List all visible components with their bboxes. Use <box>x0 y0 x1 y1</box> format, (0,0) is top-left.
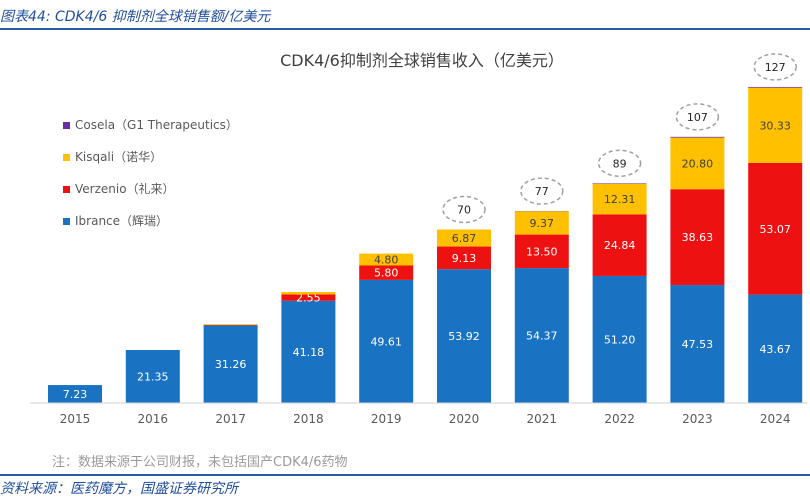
bar-ibrance-2018 <box>281 300 336 403</box>
data-label-kisqali-2021: 9.37 <box>530 217 555 230</box>
legend-label-ibrance: Ibrance（辉瑞） <box>75 214 168 228</box>
legend: Cosela（G1 Therapeutics） Kisqali（诺华） Verzen… <box>63 118 238 228</box>
bar-ibrance-2024 <box>748 294 803 403</box>
chart-note: 注：数据来源于公司财报，未包括国产CDK4/6药物 <box>52 455 348 470</box>
bar-ibrance-2020 <box>437 269 491 403</box>
bar-kisqali-2018 <box>281 292 336 295</box>
bar-ibrance-2021 <box>514 268 569 403</box>
top-rule <box>0 28 810 30</box>
legend-swatch-cosela <box>63 122 70 129</box>
bars: 7.23 21.35 31.26 41.18 2.55 49.61 5.804.80 53.9… <box>48 86 803 403</box>
bar-verzenio-2021 <box>514 234 569 269</box>
bar-ibrance-2016 <box>125 350 180 403</box>
data-label-ibrance-2018: 41.18 <box>293 346 325 359</box>
data-label-verzenio-2021: 13.50 <box>526 245 558 258</box>
data-label-ibrance-2017: 31.26 <box>215 358 247 371</box>
bar-kisqali-2019 <box>359 253 414 266</box>
total-ellipse-2022 <box>597 149 642 178</box>
legend-label-verzenio: Verzenio（礼来） <box>75 181 175 196</box>
data-label-kisqali-2020: 6.87 <box>452 232 477 245</box>
legend-swatch-verzenio <box>63 186 70 193</box>
x-axis-ticks: 2015 2016 2017 2018 2019 2020 2021 2022 2023 2024 <box>60 412 791 426</box>
bar-ibrance-2022 <box>592 275 647 403</box>
bar-kisqali-2022 <box>592 183 647 215</box>
bar-kisqali-2017 <box>203 324 258 325</box>
legend-swatch-kisqali <box>63 154 70 161</box>
bar-verzenio-2022 <box>592 214 647 276</box>
data-label-kisqali-2024: 30.33 <box>759 119 791 132</box>
x-tick-2021: 2021 <box>527 412 558 426</box>
bar-kisqali-2024 <box>748 87 803 163</box>
data-label-verzenio-2018: 2.55 <box>296 292 321 305</box>
total-ellipse-2020 <box>442 195 486 224</box>
bar-verzenio-2018 <box>281 294 336 301</box>
x-tick-2019: 2019 <box>371 412 402 426</box>
x-tick-2017: 2017 <box>215 412 246 426</box>
data-label-ibrance-2022: 51.20 <box>604 333 636 346</box>
data-label-verzenio-2022: 24.84 <box>604 239 636 252</box>
data-label-ibrance-2019: 49.61 <box>370 335 402 348</box>
bar-cosela-2023 <box>670 136 725 138</box>
data-label-ibrance-2023: 47.53 <box>682 338 714 351</box>
total-callouts: 70 77 89 107 127 <box>442 53 797 224</box>
x-tick-2015: 2015 <box>60 412 91 426</box>
x-tick-2023: 2023 <box>682 412 713 426</box>
data-label-verzenio-2019: 5.80 <box>374 267 399 280</box>
chart-title: CDK4/6抑制剂全球销售收入（亿美元） <box>280 51 564 70</box>
bar-ibrance-2023 <box>670 285 725 403</box>
bar-verzenio-2023 <box>670 189 725 286</box>
bar-ibrance-2017 <box>203 325 258 403</box>
legend-label-kisqali: Kisqali（诺华） <box>75 150 162 164</box>
bar-cosela-2024 <box>748 86 803 88</box>
source-line: 资料来源：医药魔方，国盛证券研究所 <box>0 481 238 497</box>
x-tick-2024: 2024 <box>760 412 791 426</box>
bar-ibrance-2015 <box>48 385 102 403</box>
data-label-verzenio-2024: 53.07 <box>759 223 791 236</box>
total-ellipse-2021 <box>520 177 564 205</box>
data-label-kisqali-2023: 20.80 <box>682 157 714 170</box>
total-label-2022: 89 <box>613 157 627 170</box>
data-label-kisqali-2019: 4.80 <box>374 254 399 267</box>
total-label-2021: 77 <box>535 185 549 198</box>
data-label-kisqali-2022: 12.31 <box>604 193 636 206</box>
total-label-2020: 70 <box>457 203 471 216</box>
total-label-2023: 107 <box>687 111 708 124</box>
data-label-ibrance-2015: 7.23 <box>63 388 88 401</box>
data-label-ibrance-2021: 54.37 <box>526 330 558 343</box>
bar-verzenio-2019 <box>359 265 414 280</box>
x-tick-2022: 2022 <box>604 412 635 426</box>
bar-verzenio-2020 <box>437 246 491 270</box>
data-label-verzenio-2020: 9.13 <box>452 252 477 265</box>
bar-kisqali-2021 <box>514 211 569 235</box>
chart: CDK4/6抑制剂全球销售收入（亿美元） Cosela（G1 Therapeut… <box>30 51 808 470</box>
bar-ibrance-2019 <box>359 279 414 403</box>
figure-title: 图表44: CDK4/6 抑制剂全球销售额/亿美元 <box>0 9 271 25</box>
x-tick-2020: 2020 <box>449 412 480 426</box>
bar-kisqali-2020 <box>437 229 491 247</box>
data-label-verzenio-2023: 38.63 <box>682 231 714 244</box>
legend-swatch-ibrance <box>63 218 70 225</box>
x-tick-2016: 2016 <box>138 412 169 426</box>
total-ellipse-2024 <box>753 53 797 81</box>
total-ellipse-2023 <box>675 103 720 131</box>
total-label-2024: 127 <box>765 61 786 74</box>
bottom-rule <box>0 474 810 476</box>
bar-verzenio-2024 <box>748 162 803 295</box>
data-label-ibrance-2024: 43.67 <box>759 343 791 356</box>
data-label-ibrance-2020: 53.92 <box>448 330 480 343</box>
data-label-ibrance-2016: 21.35 <box>137 371 169 384</box>
legend-label-cosela: Cosela（G1 Therapeutics） <box>75 118 238 132</box>
bar-kisqali-2023 <box>670 137 725 190</box>
x-tick-2018: 2018 <box>293 412 324 426</box>
